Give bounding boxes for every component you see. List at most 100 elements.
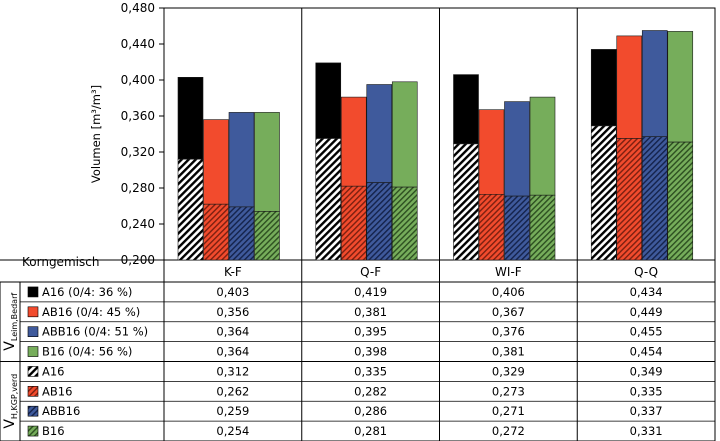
bar-total-B16 (0/4: 56 %) [667,31,694,143]
bar-base-ABB16 [641,136,668,261]
bars [177,30,694,261]
bar-base-A16 [590,125,617,261]
legend-label: AB16 [42,384,72,398]
table-cell: 0,419 [354,285,387,299]
bar-base-A16 [177,158,204,261]
table-cell: 0,282 [354,384,387,398]
bar-base-B16 [667,141,694,261]
y-tick-label: 0,480 [121,1,155,15]
table-cell: 0,349 [630,364,663,378]
bar-total-ABB16 (0/4: 51 %) [641,30,668,137]
legend-label: ABB16 [42,404,80,418]
legend-label: AB16 (0/4: 45 %) [42,305,140,319]
table-cell: 0,281 [354,424,387,438]
y-tick-label: 0,360 [121,109,155,123]
table-cell: 0,434 [630,285,663,299]
y-tick-label: 0,280 [121,181,155,195]
legend-label: A16 (0/4: 36 %) [42,285,132,299]
table-cell: 0,337 [630,404,663,418]
table-cell: 0,254 [216,424,249,438]
table-cell: 0,335 [630,384,663,398]
table-cell: 0,259 [216,404,249,418]
category-label: K-F [224,265,242,279]
bar-base-B16 [391,186,418,261]
bar-total-B16 (0/4: 56 %) [391,81,418,188]
table-cell: 0,455 [630,325,663,339]
table-cell: 0,286 [354,404,387,418]
y-tick-label: 0,240 [121,217,155,231]
bar-total-ABB16 (0/4: 51 %) [228,112,255,208]
bar-total-ABB16 (0/4: 51 %) [504,101,530,197]
bar-total-A16 (0/4: 36 %) [590,49,617,127]
table-cell: 0,312 [216,364,249,378]
y-tick-label: 0,200 [121,253,155,267]
legend-swatch [27,306,39,318]
bar-base-ABB16 [228,206,255,261]
bar-total-AB16 (0/4: 45 %) [203,119,229,205]
legend-label: B16 (0/4: 56 %) [42,345,132,359]
table-cell: 0,449 [630,305,663,319]
category-label: WI-F [495,265,522,279]
table-cell: 0,367 [492,305,525,319]
legend-swatch [27,386,39,397]
bar-total-AB16 (0/4: 45 %) [340,96,367,187]
bar-total-ABB16 (0/4: 51 %) [366,84,393,183]
table-cell: 0,403 [216,285,249,299]
table-cell: 0,262 [216,384,249,398]
data-table: K-F Q-F WI-F Q-Q A16 (0/4: 36 %) 0,403 0,419 0,… [0,265,715,441]
y-tick-label: 0,440 [121,37,155,51]
legend-swatch [27,425,39,437]
category-label: Q-F [360,265,381,279]
table-cell: 0,364 [216,325,249,339]
table-corner-label: Korngemisch [22,255,99,269]
bar-base-B16 [529,194,556,261]
legend-label: A16 [42,364,65,378]
row-group-label: VH,KGP,verd [2,374,19,429]
bar-base-ABB16 [366,182,393,261]
table-cell: 0,381 [354,305,387,319]
bar-base-AB16 [616,138,643,261]
bar-base-ABB16 [504,195,530,261]
bar-total-A16 (0/4: 36 %) [177,77,204,160]
bar-base-A16 [453,143,479,261]
legend-label: ABB16 (0/4: 51 %) [42,325,148,339]
bar-total-A16 (0/4: 36 %) [315,62,342,139]
bar-base-A16 [315,138,342,261]
row-group-label: VLeim,Bedarf [2,293,19,351]
table-cell: 0,376 [492,325,525,339]
table-cell: 0,395 [354,325,387,339]
bar-base-AB16 [478,194,505,261]
table-cell: 0,406 [492,285,525,299]
table-cell: 0,356 [216,305,249,319]
table-cell: 0,398 [354,345,387,359]
legend-swatch [27,366,39,377]
bar-total-AB16 (0/4: 45 %) [616,35,643,139]
legend-swatch [27,326,39,337]
table-cell: 0,381 [492,345,525,359]
table-cell: 0,272 [492,424,525,438]
legend-swatch [27,286,39,298]
legend-swatch [27,346,39,357]
category-label: Q-Q [634,265,658,279]
bar-base-AB16 [203,203,229,261]
y-axis-label: Volumen [m³/m³] [89,85,103,183]
table-cell: 0,273 [492,384,525,398]
y-tick-label: 0,400 [121,73,155,87]
bar-base-B16 [254,211,280,261]
bar-total-B16 (0/4: 56 %) [529,96,556,196]
legend-swatch [27,405,39,417]
legend-label: B16 [42,424,65,438]
bar-total-B16 (0/4: 56 %) [254,112,280,212]
bar-base-AB16 [340,185,367,261]
y-tick-label: 0,320 [121,145,155,159]
y-axis: 0,200 0,240 0,280 0,320 0,360 0,400 0,440 0,480 [121,1,165,267]
bar-total-A16 (0/4: 36 %) [453,74,479,145]
bar-total-AB16 (0/4: 45 %) [478,109,505,195]
table-cell: 0,335 [354,364,387,378]
table-cell: 0,329 [492,364,525,378]
table-cell: 0,364 [216,345,249,359]
table-cell: 0,454 [630,345,663,359]
table-cell: 0,331 [630,424,663,438]
table-cell: 0,271 [492,404,525,418]
